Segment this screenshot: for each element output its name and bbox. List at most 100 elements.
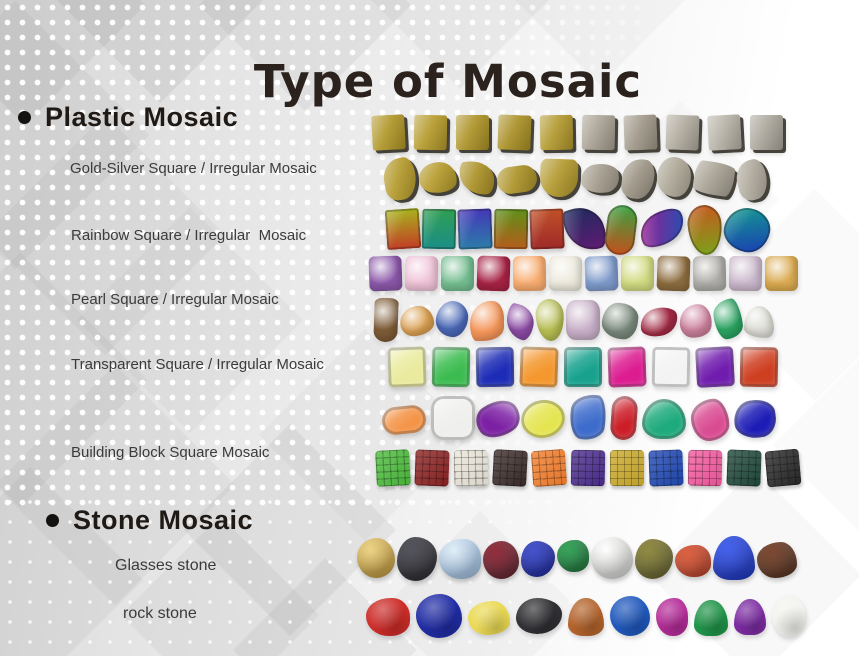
- gold-silver-square-tile: [497, 113, 532, 151]
- pearl-irregular-tile: [534, 297, 566, 342]
- pearl-square-tile: [441, 255, 474, 291]
- glass-stone: [557, 540, 589, 572]
- gold-silver-square-tile: [413, 114, 448, 150]
- rainbow-mosaic-tile: [457, 208, 493, 250]
- rock-stone: [656, 597, 688, 636]
- pearl-square-tile: [621, 255, 654, 291]
- rainbow-mosaic-tile: [493, 208, 529, 250]
- pearl-square-tile: [404, 255, 439, 291]
- glasses-stones-row: [357, 534, 797, 582]
- rock-stone: [694, 599, 728, 636]
- rock-stone: [416, 594, 462, 638]
- building-block-tile: [453, 449, 489, 487]
- section-heading-plastic: Plastic Mosaic: [18, 102, 238, 133]
- gold-silver-irregular-row: [380, 154, 772, 203]
- rock-stone: [568, 598, 604, 636]
- transparent-square-tile: [651, 346, 691, 388]
- glass-stone: [591, 537, 633, 579]
- rock-stone: [772, 595, 806, 637]
- transparent-square-tile: [387, 346, 427, 388]
- label-rainbow: Rainbow Square / Irregular Mosaic: [71, 227, 307, 244]
- pearl-irregular-tile: [678, 301, 714, 340]
- pearl-square-tile: [476, 254, 511, 292]
- label-rock-stone: rock stone: [123, 605, 197, 622]
- pearl-irregular-row: [373, 296, 774, 344]
- gold-silver-irregular-tile: [656, 156, 692, 198]
- pearl-square-tile: [584, 254, 619, 292]
- rock-stone: [610, 596, 650, 636]
- rainbow-mosaic-tile: [384, 207, 422, 251]
- pearl-square-tile: [692, 255, 727, 291]
- gold-silver-square-tile: [371, 113, 406, 151]
- pearl-irregular-tile: [398, 304, 436, 338]
- pearl-irregular-tile: [600, 301, 640, 341]
- transparent-irregular-tile: [518, 395, 568, 442]
- gold-silver-irregular-tile: [691, 158, 737, 198]
- gold-silver-irregular-tile: [619, 157, 657, 201]
- pearl-irregular-tile: [470, 300, 504, 341]
- rock-stone: [734, 599, 766, 635]
- glass-stone: [439, 538, 481, 579]
- rainbow-mosaic-tile: [719, 203, 775, 257]
- rainbow-mosaics-row: [384, 201, 775, 257]
- building-block-tile: [764, 448, 802, 488]
- pearl-square-tile: [548, 255, 583, 291]
- gold-silver-square-tile: [539, 114, 574, 150]
- pearl-square-tile: [656, 254, 691, 292]
- pearl-irregular-tile: [711, 297, 745, 341]
- transparent-square-tile: [694, 346, 736, 388]
- rock-stone: [516, 597, 562, 634]
- bullet-icon: [46, 514, 59, 527]
- rainbow-mosaic-tile: [633, 202, 691, 254]
- rainbow-mosaic-tile: [421, 208, 457, 250]
- transparent-square-tile: [475, 346, 515, 388]
- building-block-tile: [530, 448, 568, 488]
- transparent-square-tile: [739, 346, 779, 388]
- label-transparent: Transparent Square / Irregular Mosaic: [71, 356, 324, 373]
- label-pearl: Pearl Square / Irregular Mosaic: [71, 291, 279, 308]
- transparent-square-tile: [564, 347, 602, 387]
- building-block-tile: [610, 450, 644, 486]
- rainbow-mosaic-tile: [559, 201, 611, 257]
- glass-stone: [757, 541, 797, 578]
- building-block-tile: [492, 449, 528, 487]
- gold-silver-square-tile: [707, 113, 742, 151]
- pearl-irregular-tile: [502, 301, 538, 342]
- pearl-squares-row: [368, 252, 798, 294]
- gold-silver-square-tile: [456, 114, 489, 150]
- pearl-irregular-tile: [637, 304, 681, 340]
- building-block-tile: [414, 449, 450, 487]
- gold-silver-irregular-tile: [380, 155, 420, 203]
- pearl-irregular-tile: [433, 298, 471, 340]
- transparent-square-tile: [607, 346, 647, 388]
- pearl-square-tile: [512, 255, 547, 291]
- gold-silver-squares-row: [371, 111, 783, 153]
- building-blocks-row: [375, 445, 802, 491]
- glass-stone: [397, 537, 437, 581]
- rock-stone: [366, 598, 410, 636]
- building-block-tile: [570, 449, 606, 487]
- gold-silver-irregular-tile: [539, 157, 579, 198]
- transparent-squares-row: [387, 344, 779, 390]
- building-block-tile: [375, 449, 411, 487]
- transparent-irregular-tile: [731, 397, 779, 441]
- glass-stone: [357, 538, 395, 578]
- transparent-irregular-tile: [431, 396, 475, 440]
- rainbow-mosaic-tile: [529, 208, 565, 250]
- transparent-irregular-tile: [380, 403, 428, 437]
- gold-silver-irregular-tile: [580, 162, 620, 195]
- transparent-irregular-tile: [469, 391, 527, 447]
- glass-stone: [521, 541, 555, 577]
- transparent-square-tile: [431, 346, 471, 388]
- gold-silver-irregular-tile: [458, 159, 496, 197]
- gold-silver-irregular-tile: [417, 160, 459, 194]
- gold-silver-irregular-tile: [495, 163, 539, 196]
- label-glasses-stone: Glasses stone: [115, 557, 217, 574]
- glass-stone: [675, 544, 711, 577]
- gold-silver-square-tile: [750, 114, 783, 150]
- label-building-block: Building Block Square Mosaic: [71, 444, 270, 461]
- pearl-irregular-tile: [566, 300, 600, 340]
- bullet-icon: [18, 111, 31, 124]
- transparent-square-tile: [519, 346, 559, 388]
- glass-stone: [713, 536, 755, 580]
